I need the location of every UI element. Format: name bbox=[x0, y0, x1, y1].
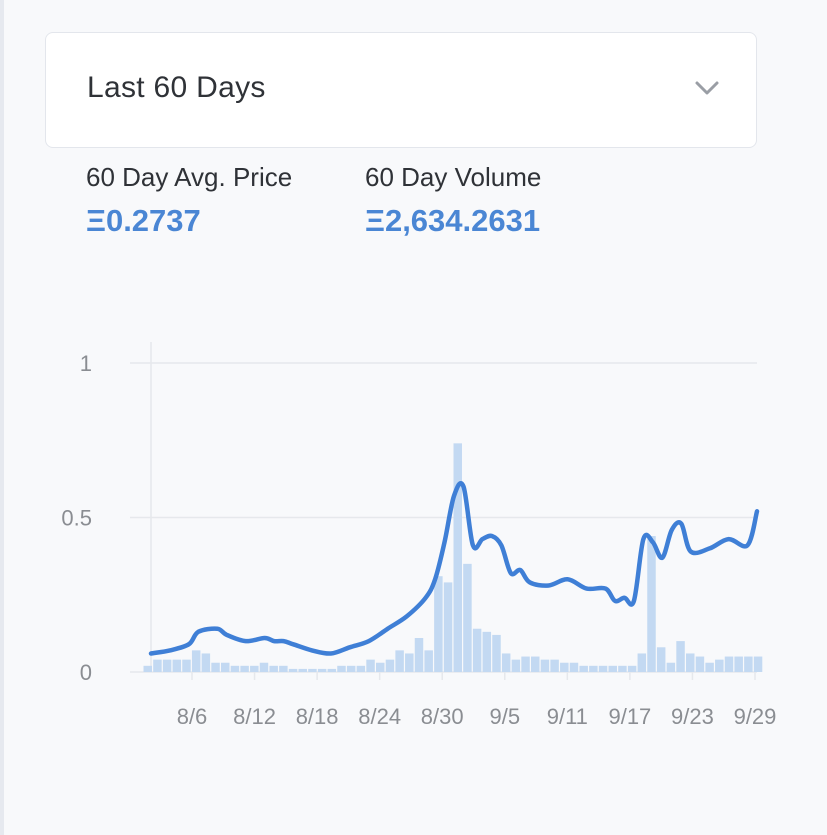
volume-value: Ξ2,634.2631 bbox=[365, 203, 541, 238]
x-tick-label: 9/29 bbox=[734, 704, 777, 729]
volume-bar bbox=[288, 668, 298, 672]
volume-bar bbox=[676, 641, 685, 672]
x-tick-label: 9/23 bbox=[671, 704, 714, 729]
volume-bar bbox=[511, 659, 521, 672]
volume-bar bbox=[385, 659, 395, 672]
avg-price-label: 60 Day Avg. Price bbox=[86, 162, 293, 192]
x-tick-label: 9/5 bbox=[489, 704, 520, 729]
volume-bar bbox=[744, 656, 753, 672]
volume-bar bbox=[627, 665, 637, 672]
volume-bar bbox=[540, 659, 550, 672]
volume-bar bbox=[589, 665, 598, 672]
volume-bar bbox=[230, 665, 240, 672]
volume-bar bbox=[686, 653, 695, 672]
volume-bar bbox=[705, 662, 714, 672]
x-tick-label: 8/30 bbox=[421, 704, 464, 729]
volume-bar bbox=[550, 659, 559, 672]
volume-bar bbox=[240, 665, 249, 672]
volume-bar bbox=[598, 665, 608, 672]
time-range-selected-label: Last 60 Days bbox=[87, 71, 266, 104]
volume-bar bbox=[656, 647, 666, 672]
volume-bar bbox=[618, 665, 627, 672]
y-tick-label: 1 bbox=[80, 351, 92, 376]
price-volume-chart: 0 0.5 1 8/6 8/12 8/18 8/24 8/30 9/5 9/11 9/17 9/23 9… bbox=[61, 342, 777, 729]
avg-price-value: Ξ0.2737 bbox=[86, 203, 201, 238]
volume-bar bbox=[259, 662, 269, 672]
volume-bar bbox=[298, 668, 307, 672]
volume-bar bbox=[482, 631, 492, 672]
x-tick-label: 8/24 bbox=[358, 704, 401, 729]
volume-bar bbox=[405, 653, 414, 672]
volume-bar bbox=[443, 582, 453, 672]
volume-bar bbox=[346, 665, 356, 672]
volume-bar bbox=[531, 656, 540, 672]
volume-stat: 60 Day Volume Ξ2,634.2631 bbox=[365, 162, 541, 239]
volume-bar bbox=[521, 656, 530, 672]
volume-bar bbox=[724, 656, 734, 672]
volume-bar bbox=[666, 662, 676, 672]
volume-label: 60 Day Volume bbox=[365, 162, 542, 192]
volume-bar bbox=[327, 668, 337, 672]
x-tick-label: 8/18 bbox=[296, 704, 339, 729]
volume-bar bbox=[560, 662, 569, 672]
volume-bar bbox=[356, 665, 366, 672]
price-line bbox=[148, 481, 760, 656]
chevron-down-icon[interactable] bbox=[694, 75, 720, 101]
volume-bar bbox=[153, 659, 162, 672]
volume-bar bbox=[182, 659, 191, 672]
volume-bar bbox=[221, 662, 230, 672]
volume-bar bbox=[269, 665, 278, 672]
volume-bar bbox=[211, 662, 220, 672]
volume-bar bbox=[453, 443, 462, 672]
volume-bar bbox=[376, 662, 385, 672]
x-tick-label: 8/6 bbox=[177, 704, 208, 729]
volume-bar bbox=[715, 659, 724, 672]
volume-bar bbox=[569, 662, 579, 672]
volume-bar bbox=[191, 650, 201, 672]
volume-bar bbox=[501, 653, 511, 672]
volume-bar bbox=[753, 656, 763, 672]
volume-bar bbox=[337, 665, 346, 672]
volume-bar bbox=[279, 665, 288, 672]
time-range-dropdown[interactable]: Last 60 Days bbox=[45, 32, 757, 148]
volume-bar bbox=[172, 659, 182, 672]
volume-bar bbox=[695, 656, 705, 672]
volume-bar bbox=[472, 628, 482, 672]
avg-price-stat: 60 Day Avg. Price Ξ0.2737 bbox=[86, 162, 292, 239]
panel-left-border bbox=[0, 0, 4, 835]
volume-bar bbox=[734, 656, 743, 672]
volume-bar bbox=[366, 659, 375, 672]
x-tick-label: 9/11 bbox=[547, 704, 588, 729]
volume-bar bbox=[424, 650, 433, 672]
y-tick-label: 0.5 bbox=[61, 506, 92, 531]
volume-bar bbox=[637, 653, 647, 672]
volume-bar bbox=[143, 665, 152, 672]
volume-bar bbox=[608, 665, 617, 672]
volume-bar bbox=[579, 665, 588, 672]
volume-bar bbox=[463, 563, 472, 672]
volume-bar bbox=[434, 576, 443, 672]
volume-bar bbox=[414, 638, 424, 672]
volume-bar bbox=[492, 634, 501, 672]
volume-bar bbox=[317, 668, 327, 672]
x-tick-label: 9/17 bbox=[608, 704, 651, 729]
volume-bar bbox=[308, 668, 317, 672]
volume-bar bbox=[250, 665, 259, 672]
volume-bar bbox=[201, 653, 211, 672]
x-tick-label: 8/12 bbox=[233, 704, 276, 729]
y-tick-label: 0 bbox=[80, 660, 92, 685]
volume-bar bbox=[647, 536, 656, 672]
volume-bar bbox=[395, 650, 404, 672]
volume-bar bbox=[162, 659, 172, 672]
